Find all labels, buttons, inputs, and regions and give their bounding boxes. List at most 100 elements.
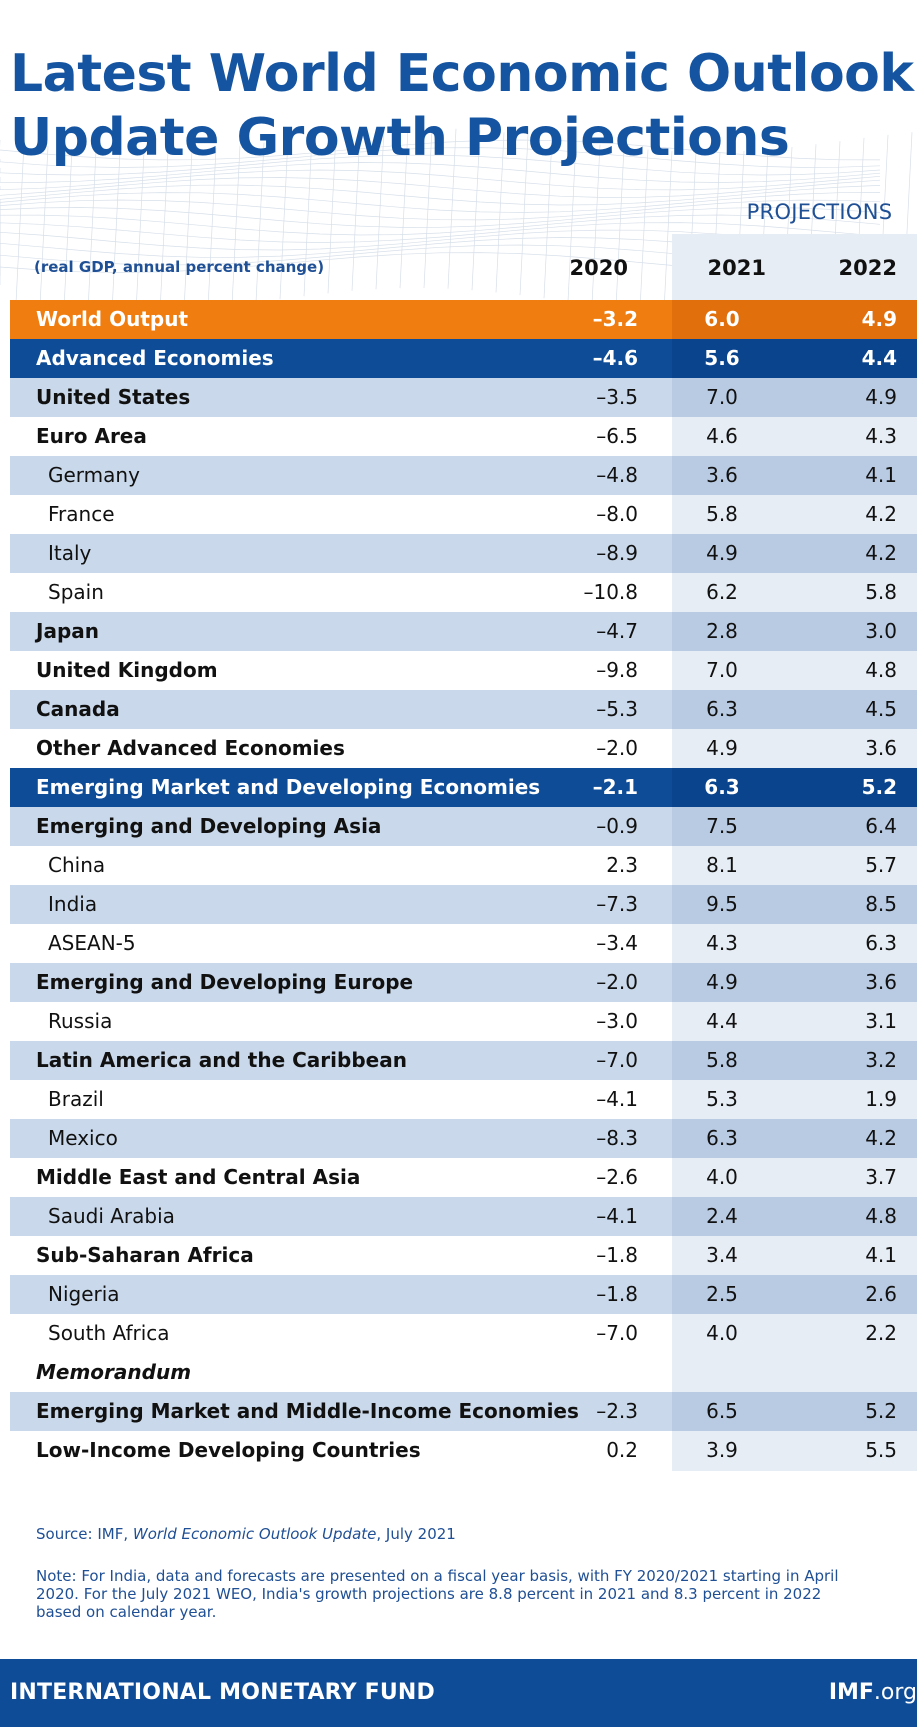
row-background-projections (672, 690, 917, 729)
row-label: Italy (48, 541, 92, 565)
value-2021: 2.5 (706, 1282, 738, 1306)
value-2021: 4.9 (706, 736, 738, 760)
mesh-line (0, 192, 881, 213)
value-2021: 4.4 (706, 1009, 738, 1033)
row-background-projections (672, 1275, 917, 1314)
value-2022: 5.2 (861, 775, 897, 799)
value-2021: 2.4 (706, 1204, 738, 1228)
value-2021: 5.6 (704, 346, 740, 370)
value-2020: 2.3 (606, 853, 638, 877)
year-header-2021: 2021 (707, 256, 766, 280)
footer-website-link[interactable]: IMF.org (829, 1659, 917, 1727)
mesh-line (87, 150, 97, 311)
row-label: Middle East and Central Asia (36, 1165, 361, 1189)
mesh-line (135, 151, 145, 313)
mesh-line (0, 147, 881, 168)
table-row: Russia –3.0 4.4 3.1 (10, 1002, 917, 1041)
year-header-2022: 2022 (838, 256, 897, 280)
row-background-projections (672, 1314, 917, 1353)
row-background-projections (672, 612, 917, 651)
row-background-left (10, 1431, 672, 1470)
value-2020: –8.9 (596, 541, 638, 565)
title-line-2: Update Growth Projections (10, 108, 790, 168)
row-label: Emerging Market and Middle-Income Econom… (36, 1399, 579, 1423)
row-background-left (10, 1080, 672, 1119)
value-2021: 7.5 (706, 814, 738, 838)
row-label: Japan (36, 619, 99, 643)
row-background-left (10, 963, 672, 1002)
row-background-left (10, 807, 672, 846)
row-background-left (10, 885, 672, 924)
mesh-line (663, 151, 673, 312)
row-label: Emerging Market and Developing Economies (36, 775, 541, 799)
table-row: Emerging Market and Middle-Income Econom… (10, 1392, 917, 1431)
table-row: Emerging and Developing Asia –0.9 7.5 6.4 (10, 807, 917, 846)
table-row: Advanced Economies –4.6 5.6 4.4 (10, 339, 917, 378)
row-background-projections (672, 963, 917, 1002)
value-2021: 4.0 (706, 1165, 738, 1189)
mesh-line (63, 148, 73, 309)
value-2020: –4.1 (596, 1087, 638, 1111)
value-2020: –8.0 (596, 502, 638, 526)
value-2022: 8.5 (865, 892, 897, 916)
row-label: South Africa (48, 1321, 170, 1345)
title-line-1: Latest World Economic Outlook (10, 44, 914, 104)
value-2022: 2.2 (865, 1321, 897, 1345)
value-2020: –1.8 (596, 1282, 638, 1306)
row-background-left (10, 1119, 672, 1158)
row-background-projections (672, 456, 917, 495)
row-background-projections (672, 1236, 917, 1275)
row-background-left (10, 300, 672, 339)
value-2022: 3.7 (865, 1165, 897, 1189)
value-2020: –2.0 (596, 970, 638, 994)
table-row: Middle East and Central Asia –2.6 4.0 3.7 (10, 1158, 917, 1197)
mesh-line (615, 147, 625, 308)
row-background-left (10, 846, 672, 885)
value-2021 (672, 1353, 772, 1392)
row-label: Euro Area (36, 424, 147, 448)
source-suffix: , July 2021 (376, 1525, 456, 1543)
value-2020: –2.0 (596, 736, 638, 760)
value-2021: 3.4 (706, 1243, 738, 1267)
row-background-projections (672, 1197, 917, 1236)
row-label: India (48, 892, 98, 916)
mesh-line (207, 148, 217, 309)
value-2022: 5.2 (865, 1399, 897, 1423)
value-2020: –3.2 (592, 307, 638, 331)
table-row: Nigeria –1.8 2.5 2.6 (10, 1275, 917, 1314)
value-2021: 3.6 (706, 463, 738, 487)
mesh-line (543, 138, 553, 299)
row-label: ASEAN-5 (48, 931, 136, 955)
row-background-projections (672, 534, 917, 573)
mesh-line (471, 130, 481, 291)
value-2022: 5.5 (865, 1438, 897, 1462)
table-row: Germany –4.8 3.6 4.1 (10, 456, 917, 495)
mesh-line (567, 141, 577, 302)
value-2020: –4.6 (592, 346, 638, 370)
footnote: Note: For India, data and forecasts are … (36, 1567, 839, 1621)
row-background-projections (672, 300, 917, 339)
table-row: France –8.0 5.8 4.2 (10, 495, 917, 534)
row-label: Germany (48, 463, 140, 487)
mesh-line (15, 143, 25, 304)
value-2021: 3.9 (706, 1438, 738, 1462)
value-2022: 3.2 (865, 1048, 897, 1072)
row-label: Memorandum (36, 1360, 192, 1384)
row-label: Canada (36, 697, 120, 721)
value-2020: –10.8 (583, 580, 638, 604)
value-2020: –3.0 (596, 1009, 638, 1033)
row-background-left (10, 612, 672, 651)
value-2020: –7.0 (596, 1321, 638, 1345)
value-2021: 4.9 (706, 541, 738, 565)
value-2020: –1.8 (596, 1243, 638, 1267)
row-background-left (10, 1002, 672, 1041)
mesh-line (351, 130, 361, 291)
row-background-projections (672, 378, 917, 417)
mesh-line (0, 139, 881, 161)
table-row: Emerging Market and Developing Economies… (10, 768, 917, 807)
row-background-left (10, 1275, 672, 1314)
growth-projections-table: World Output –3.2 6.0 4.9 Advanced Economies… (10, 300, 917, 1470)
mesh-line (327, 133, 337, 294)
row-background-projections (672, 924, 917, 963)
value-2020: –4.1 (596, 1204, 638, 1228)
